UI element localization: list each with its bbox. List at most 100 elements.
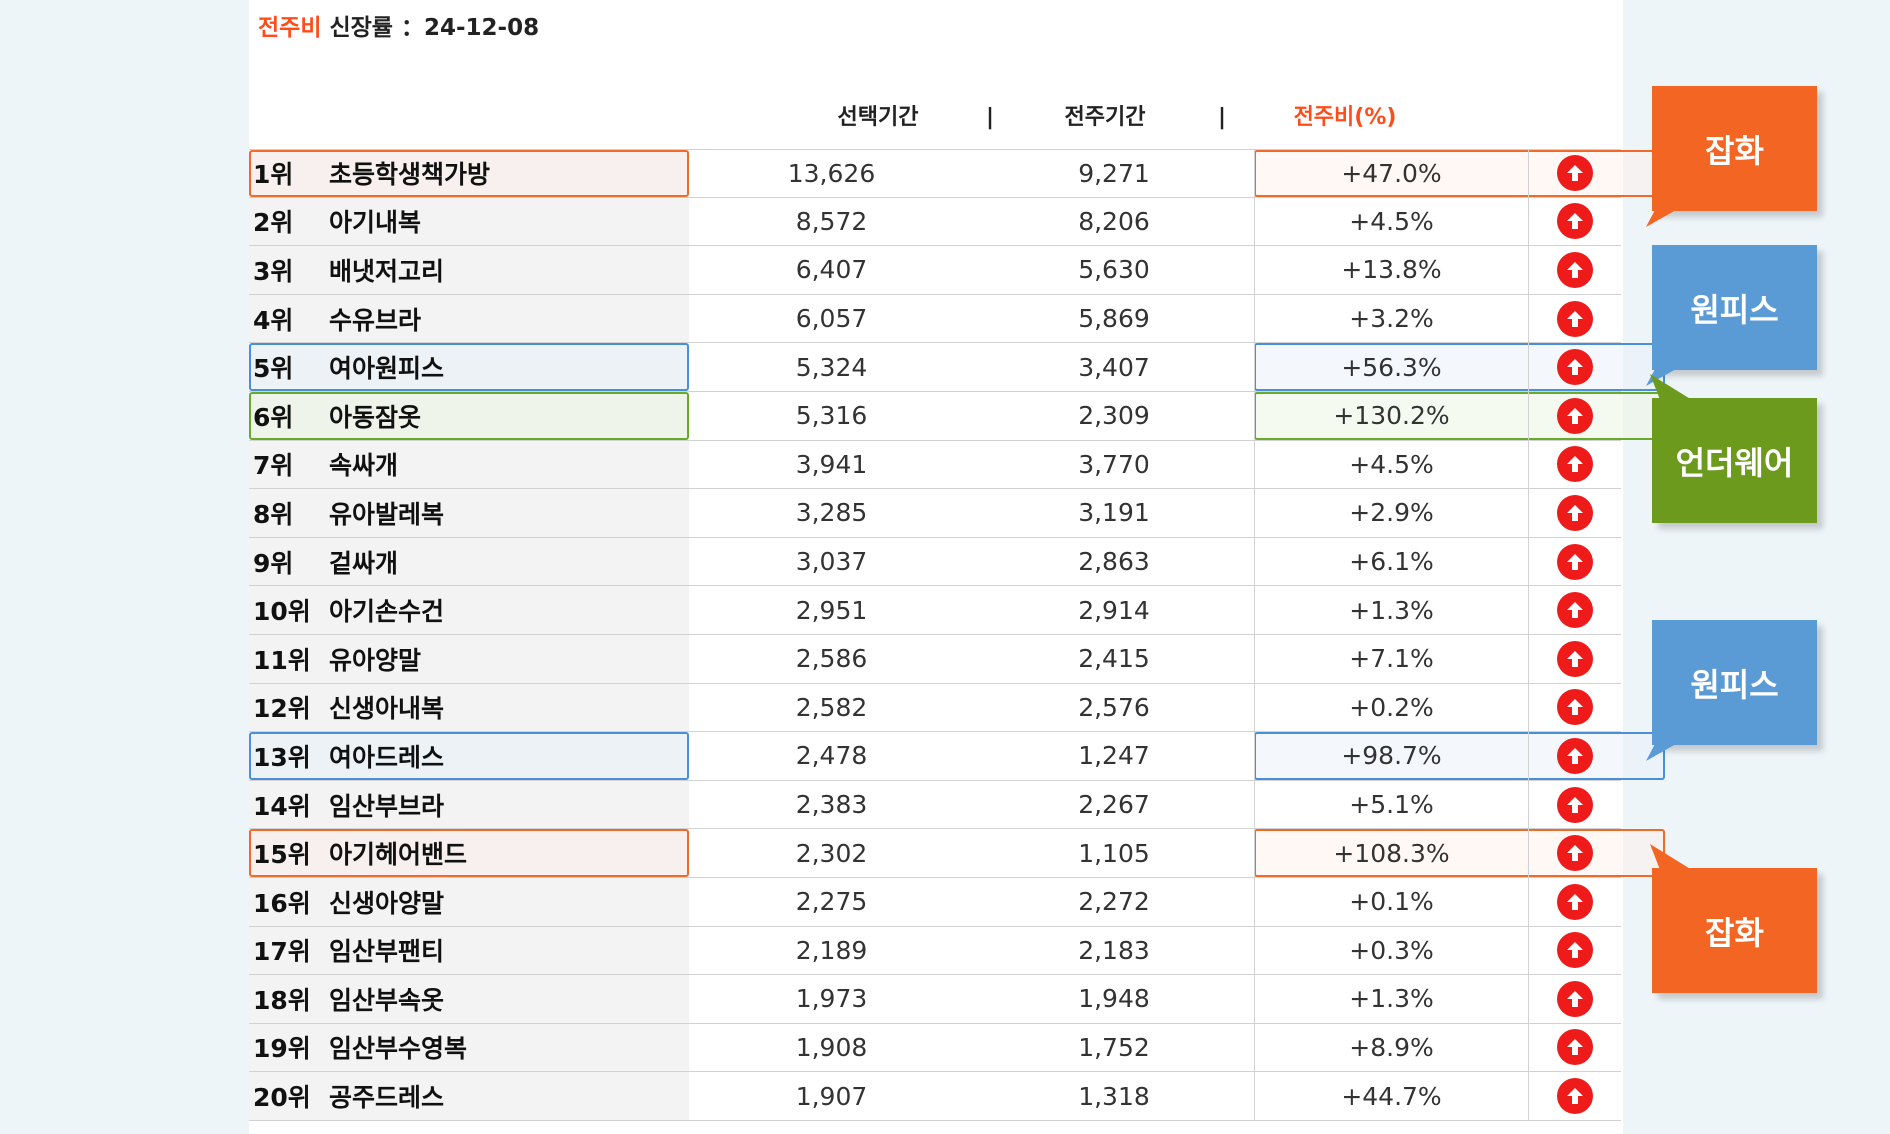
table-row[interactable]: 5위 여아원피스 5,324 3,407 +56.3%	[249, 343, 1665, 392]
keyword-label[interactable]: 임산부수영복	[329, 1034, 468, 1064]
rank-name-cell	[249, 537, 689, 586]
table-row[interactable]: 14위 임산부브라 2,383 2,267 +5.1%	[249, 780, 1621, 830]
keyword-label[interactable]: 공주드레스	[329, 1083, 445, 1113]
keyword-label[interactable]: 아기헤어밴드	[329, 840, 468, 870]
ratio-value: +7.1%	[1254, 634, 1529, 683]
rank-name-cell	[249, 1023, 689, 1072]
ratio-value: +56.3%	[1254, 343, 1529, 391]
ratio-value: +4.5%	[1254, 197, 1529, 246]
table-row[interactable]: 10위 아기손수건 2,951 2,914 +1.3%	[249, 586, 1621, 635]
ratio-value: +108.3%	[1254, 829, 1529, 877]
rank-label: 18위	[253, 985, 311, 1015]
keyword-label[interactable]: 유아발레복	[329, 499, 445, 529]
selected-period-value: 1,908	[795, 1032, 868, 1062]
date-caption: 전주비 신장률 ：24-12-08	[258, 10, 539, 46]
table-row[interactable]: 4위 수유브라 6,057 5,869 +3.2%	[249, 294, 1621, 344]
table-row[interactable]: 11위 유아양말 2,586 2,415 +7.1%	[249, 634, 1621, 684]
table-row[interactable]: 3위 배냇저고리 6,407 5,630 +13.8%	[249, 246, 1621, 295]
keyword-label[interactable]: 초등학생책가방	[329, 160, 491, 190]
ratio-value: +44.7%	[1254, 1072, 1529, 1120]
arrow-up-circle-icon	[1557, 835, 1593, 872]
previous-period-value: 1,752	[1078, 1032, 1150, 1062]
selected-period-value: 5,324	[795, 352, 868, 382]
rank-label: 5위	[253, 354, 294, 384]
ratio-value: +5.1%	[1254, 780, 1529, 829]
ratio-value: +13.8%	[1254, 246, 1529, 294]
table-row[interactable]: 1위 초등학생책가방 13,626 9,271 +47.0%	[249, 149, 1665, 198]
previous-period-value: 3,191	[1078, 498, 1150, 528]
ratio-value: +130.2%	[1254, 391, 1529, 440]
callout-onepiece: 원피스	[1646, 620, 1817, 761]
rank-label: 20위	[253, 1083, 311, 1113]
rank-name-cell	[249, 586, 689, 634]
header-separator-2: |	[1217, 105, 1227, 130]
table-row[interactable]: 13위 여아드레스 2,478 1,247 +98.7%	[249, 732, 1665, 781]
arrow-up-circle-icon	[1557, 494, 1593, 531]
keyword-label[interactable]: 여아원피스	[329, 354, 445, 384]
rank-name-cell	[249, 489, 689, 537]
table-row[interactable]: 19위 임산부수영복 1,908 1,752 +8.9%	[249, 1023, 1621, 1073]
table-row[interactable]: 12위 신생아내복 2,582 2,576 +0.2%	[249, 683, 1621, 733]
callout-tail	[1646, 352, 1692, 386]
table-row[interactable]: 20위 공주드레스 1,907 1,318 +44.7%	[249, 1072, 1621, 1121]
callout-label: 원피스	[1690, 665, 1779, 704]
rank-label: 7위	[253, 451, 294, 481]
callout-tail	[1646, 193, 1692, 227]
keyword-label[interactable]: 수유브라	[329, 305, 422, 335]
rank-name-cell	[249, 829, 689, 877]
arrow-up-circle-icon	[1557, 446, 1593, 483]
previous-period-value: 1,105	[1078, 838, 1150, 868]
table-row[interactable]: 8위 유아발레복 3,285 3,191 +2.9%	[249, 489, 1621, 538]
keyword-label[interactable]: 아기내복	[329, 208, 422, 238]
header-ratio: 전주비(%)	[1293, 105, 1397, 130]
trend-cell	[1529, 1072, 1621, 1120]
keyword-label[interactable]: 배냇저고리	[329, 256, 445, 286]
rank-label: 6위	[253, 402, 294, 432]
keyword-label[interactable]: 유아양말	[329, 645, 422, 675]
trend-cell	[1529, 295, 1621, 343]
arrow-up-circle-icon	[1557, 689, 1593, 726]
table-row[interactable]: 15위 아기헤어밴드 2,302 1,105 +108.3%	[249, 829, 1665, 878]
rank-label: 3위	[253, 256, 294, 286]
rank-name-cell	[249, 732, 689, 780]
arrow-up-circle-icon	[1557, 203, 1593, 240]
keyword-label[interactable]: 임산부팬티	[329, 937, 445, 967]
keyword-label[interactable]: 속싸개	[329, 451, 399, 481]
rank-label: 4위	[253, 305, 294, 335]
table-row[interactable]: 6위 아동잠옷 5,316 2,309 +130.2%	[249, 391, 1665, 441]
ratio-value: +47.0%	[1254, 150, 1529, 197]
arrow-up-circle-icon	[1557, 1029, 1593, 1066]
keyword-label[interactable]: 임산부브라	[329, 791, 445, 821]
table-row[interactable]: 17위 임산부팬티 2,189 2,183 +0.3%	[249, 926, 1621, 976]
keyword-label[interactable]: 신생아내복	[329, 694, 445, 724]
ratio-highlight	[1254, 829, 1665, 877]
rank-name-cell	[249, 634, 689, 683]
callout-label: 언더웨어	[1675, 443, 1794, 482]
table-row[interactable]: 18위 임산부속옷 1,973 1,948 +1.3%	[249, 975, 1621, 1024]
arrow-up-circle-icon	[1557, 640, 1593, 677]
ratio-value: +0.2%	[1254, 683, 1529, 732]
arrow-up-circle-icon	[1557, 980, 1593, 1017]
trend-cell	[1529, 343, 1621, 391]
keyword-label[interactable]: 신생아양말	[329, 888, 445, 918]
keyword-label[interactable]: 임산부속옷	[329, 985, 445, 1015]
keyword-label[interactable]: 아기손수건	[329, 597, 445, 627]
previous-period-value: 2,272	[1078, 887, 1150, 917]
table-row[interactable]: 9위 겉싸개 3,037 2,863 +6.1%	[249, 537, 1621, 587]
previous-period-value: 2,183	[1078, 935, 1150, 965]
ratio-value: +4.5%	[1254, 440, 1529, 489]
keyword-label[interactable]: 겉싸개	[329, 548, 399, 578]
header-previous-period: 전주기간	[1064, 105, 1146, 130]
ratio-highlight	[1254, 150, 1665, 197]
table-row[interactable]: 7위 속싸개 3,941 3,770 +4.5%	[249, 440, 1621, 490]
table-row[interactable]: 2위 아기내복 8,572 8,206 +4.5%	[249, 197, 1621, 247]
rank-label: 2위	[253, 208, 294, 238]
keyword-label[interactable]: 아동잠옷	[329, 402, 422, 432]
caption-text: 신장률 ：24-12-08	[321, 15, 540, 41]
ratio-value: +2.9%	[1254, 489, 1529, 537]
keyword-label[interactable]: 여아드레스	[329, 742, 445, 772]
trend-cell	[1529, 198, 1621, 246]
callout-label: 잡화	[1705, 913, 1764, 952]
table-row[interactable]: 16위 신생아양말 2,275 2,272 +0.1%	[249, 877, 1621, 927]
previous-period-value: 2,914	[1078, 595, 1150, 625]
